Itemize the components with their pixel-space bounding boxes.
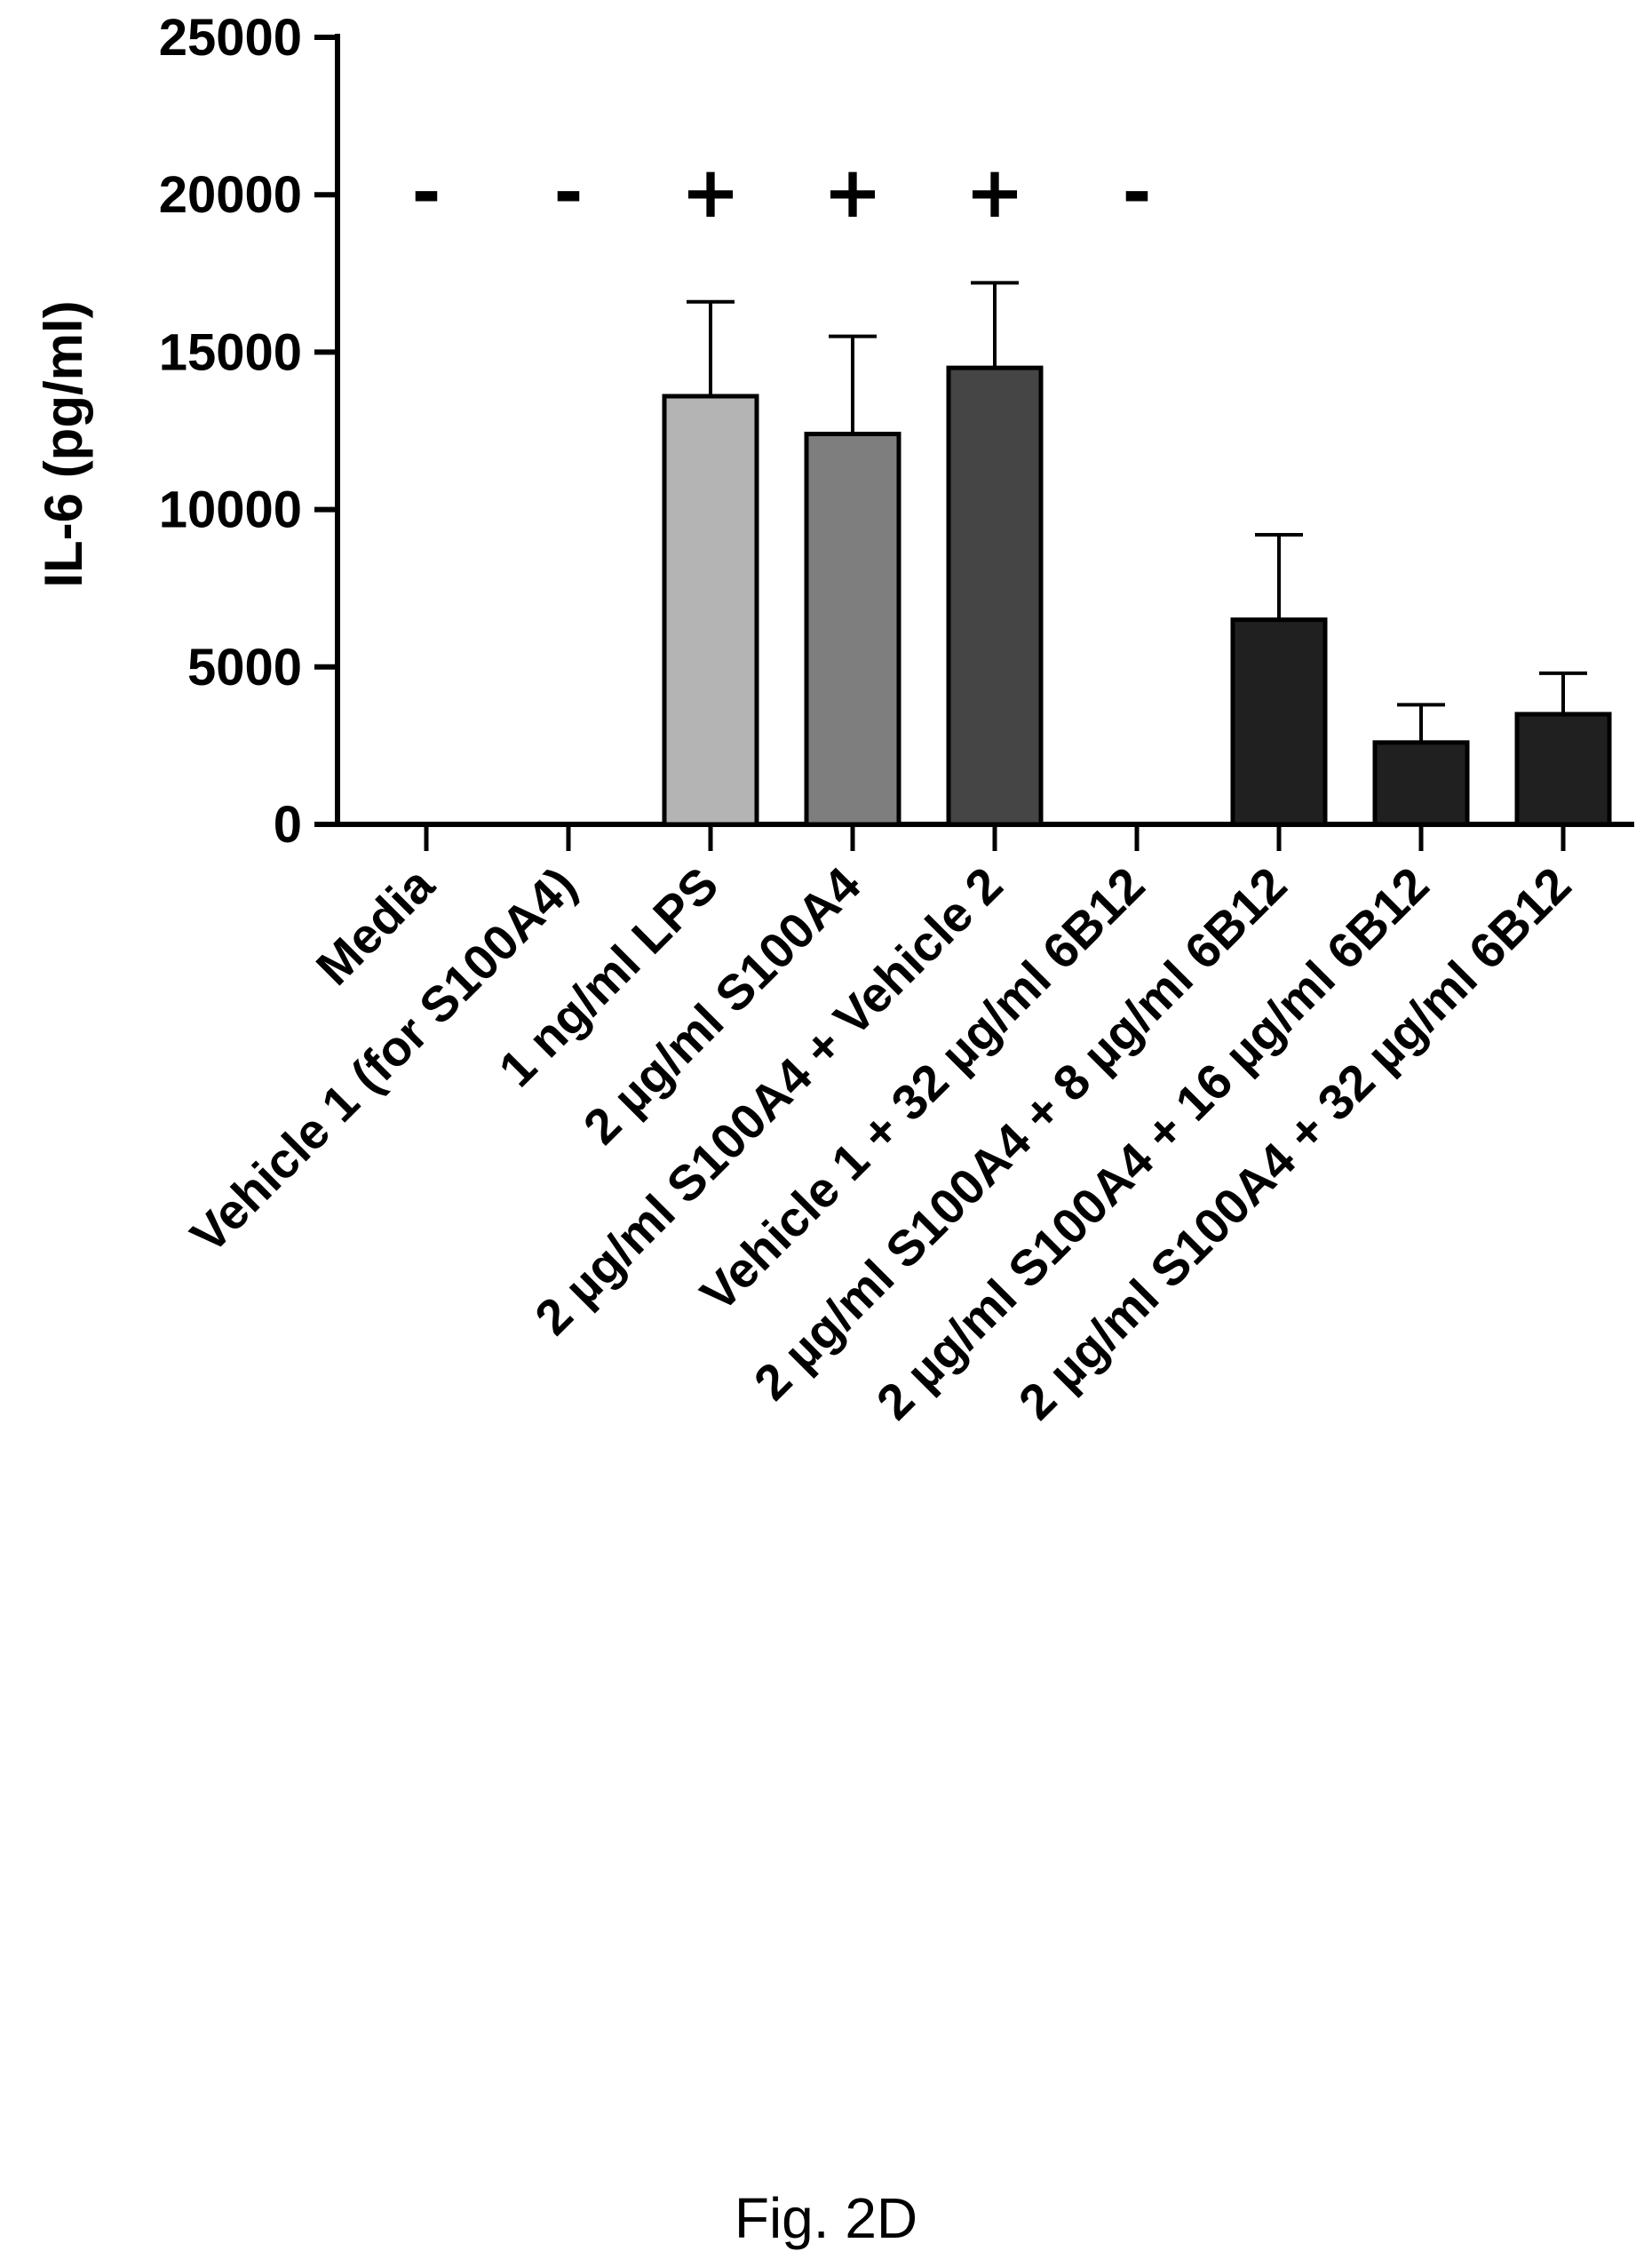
axes: 0 5000 10000 15000 20000 25000 — [159, 9, 1634, 854]
sign-annotation: + — [965, 151, 1024, 234]
bar — [662, 394, 759, 827]
error-bars — [687, 281, 1587, 743]
sign-annotations: - - + + + - — [411, 151, 1151, 234]
y-axis-label: IL-6 (pg/ml) — [34, 300, 93, 587]
bar — [804, 432, 901, 827]
bar-chart: IL-6 (pg/ml) 0 5000 10000 15000 20000 25000 -… — [34, 9, 1634, 1430]
y-tick-label: 20000 — [159, 166, 302, 224]
y-tick-label: 15000 — [159, 323, 302, 381]
x-tick-label: Media — [306, 855, 445, 995]
bars — [662, 365, 1612, 827]
figure-caption: Fig. 2D — [734, 2186, 918, 2250]
y-tick-label: 0 — [274, 796, 302, 854]
sign-annotation: - — [411, 151, 441, 234]
bar — [1514, 712, 1612, 827]
y-tick-label: 5000 — [187, 639, 302, 696]
bar — [946, 365, 1044, 827]
sign-annotation: - — [553, 151, 583, 234]
bar — [1372, 740, 1470, 827]
sign-annotation: + — [680, 151, 740, 234]
bar — [1230, 617, 1328, 827]
sign-annotation: - — [1122, 151, 1151, 234]
y-tick-label: 25000 — [159, 9, 302, 67]
y-tick-label: 10000 — [159, 481, 302, 539]
sign-annotation: + — [822, 151, 882, 234]
